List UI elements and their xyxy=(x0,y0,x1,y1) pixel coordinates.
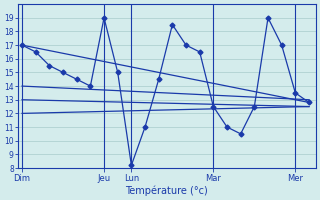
X-axis label: Température (°c): Température (°c) xyxy=(125,185,208,196)
